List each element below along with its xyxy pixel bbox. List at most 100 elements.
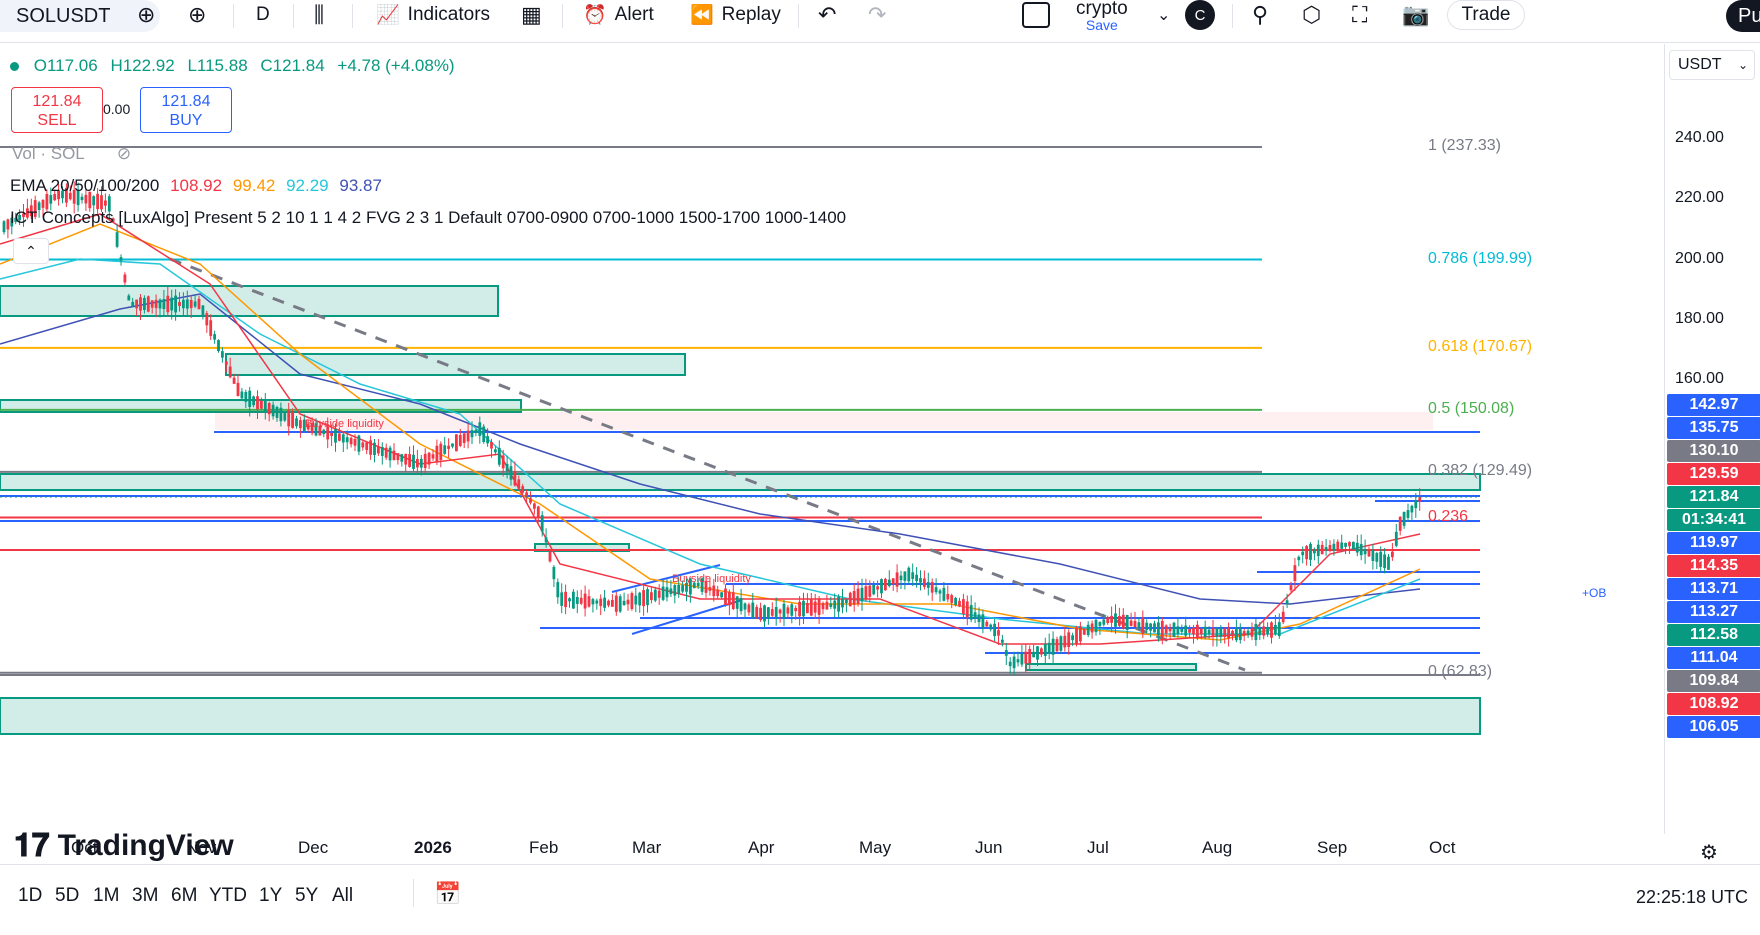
add-symbol-icon[interactable]: ⊕: [188, 2, 207, 27]
ema-50-line: [0, 223, 1421, 641]
publish-button[interactable]: Pu: [1726, 0, 1760, 32]
candle-body: [1098, 621, 1102, 627]
candle-body: [575, 596, 579, 604]
fib-level-label: 1 (237.33): [1428, 137, 1501, 155]
sell-label: SELL: [37, 112, 77, 129]
candle-body: [911, 572, 915, 579]
price-label: 135.75: [1667, 417, 1760, 439]
buyside-liquidity-label: Buyside liquidity: [305, 418, 384, 430]
range-button[interactable]: 3M: [132, 885, 159, 906]
candle-body: [1418, 497, 1422, 502]
range-button[interactable]: 5D: [55, 885, 80, 906]
redo-icon[interactable]: ↷: [868, 2, 887, 27]
price-label: 112.58: [1667, 624, 1760, 646]
ema-100-value: 92.29: [286, 176, 329, 195]
candle-body: [634, 595, 638, 605]
chevron-down-icon: ⌄: [1737, 58, 1748, 72]
range-button[interactable]: 1M: [93, 885, 120, 906]
range-button[interactable]: 1Y: [259, 885, 283, 906]
live-dot-icon: [10, 62, 19, 71]
fib-level-label: 0.236: [1428, 507, 1469, 525]
candle-body: [84, 194, 88, 204]
range-button[interactable]: All: [332, 885, 354, 906]
candle-body: [568, 598, 571, 602]
alert-button[interactable]: ⏰ Alert: [583, 0, 654, 30]
candle-body: [1090, 623, 1094, 633]
ema-legend[interactable]: EMA 20/50/100/200 108.92 99.42 92.29 93.…: [10, 176, 382, 196]
volume-legend: Vol · SOL ⊘: [12, 144, 131, 164]
candle-body: [478, 422, 482, 436]
candle-body: [127, 295, 131, 301]
time-tick: Sep: [1317, 838, 1348, 857]
undo-icon[interactable]: ↶: [818, 2, 837, 27]
candle-body: [501, 455, 505, 469]
date-range-calendar-icon[interactable]: 📅: [434, 881, 462, 906]
range-button[interactable]: 5Y: [295, 885, 319, 906]
candle-body: [1012, 656, 1016, 669]
candle-body: [338, 433, 341, 441]
candle-body: [622, 600, 626, 606]
camera-icon[interactable]: 📷: [1402, 2, 1430, 27]
candle-body: [1001, 639, 1004, 643]
trade-button[interactable]: Trade: [1447, 0, 1525, 30]
candle-body: [1254, 623, 1258, 641]
candle-body: [193, 301, 197, 307]
symbol-search[interactable]: SOLUSDT: [0, 0, 160, 32]
ohlc-close: C121.84: [260, 56, 325, 75]
utc-clock[interactable]: 22:25:18 UTC: [1635, 887, 1748, 907]
chart-pane[interactable]: O117.06 H122.92 L115.88 C121.84 +4.78 (+…: [0, 44, 1664, 863]
replay-button[interactable]: ⏪ Replay: [690, 0, 781, 30]
indicators-button[interactable]: 📈 Indicators: [376, 0, 490, 30]
candle-body: [6, 219, 10, 230]
eye-off-icon[interactable]: ⊘: [116, 144, 132, 163]
layout-name-button[interactable]: crypto Save: [1076, 0, 1128, 33]
candle-body: [611, 599, 614, 607]
indicators-icon: 📈: [376, 5, 400, 26]
candle-body: [587, 596, 591, 607]
candle-body: [552, 566, 556, 580]
candle-body: [845, 599, 848, 603]
candle-body: [1133, 620, 1137, 628]
candle-body: [1176, 626, 1180, 634]
candle-body: [322, 429, 326, 435]
fullscreen-icon[interactable]: ⛶: [1352, 2, 1368, 27]
chevron-down-icon[interactable]: ⌄: [1157, 7, 1171, 24]
sell-button[interactable]: 121.84 SELL: [11, 87, 103, 133]
candle-body: [517, 479, 521, 489]
range-button[interactable]: YTD: [209, 885, 247, 906]
interval-button[interactable]: D: [256, 0, 270, 30]
range-button[interactable]: 1D: [18, 885, 43, 906]
candle-body: [731, 592, 735, 610]
candle-body: [1125, 614, 1129, 630]
ict-legend[interactable]: ICT Concepts [LuxAlgo] Present 5 2 10 1 …: [10, 208, 846, 228]
currency-select[interactable]: USDT ⌄: [1669, 50, 1755, 80]
price-chart[interactable]: [0, 44, 1664, 834]
candle-body: [162, 299, 166, 309]
candle-body: [1215, 628, 1219, 637]
candle-body: [954, 597, 957, 605]
ema-label: EMA 20/50/100/200: [10, 176, 160, 195]
candle-body: [1285, 600, 1289, 605]
candle-body: [1067, 632, 1071, 647]
buy-button[interactable]: 121.84 BUY: [140, 87, 232, 133]
templates-icon[interactable]: ▦: [521, 2, 542, 27]
avatar[interactable]: C: [1185, 0, 1215, 30]
interval-label: D: [256, 4, 270, 25]
candle-body: [946, 593, 950, 600]
axis-settings-gear-icon[interactable]: ⚙: [1700, 842, 1718, 864]
layout-icon[interactable]: [1022, 2, 1050, 28]
top-toolbar: SOLUSDT ⊕ ⊕ D ⫼ 📈 Indicators ▦ ⏰ Alert ⏪ Re…: [0, 0, 1760, 43]
candle-body: [1398, 516, 1402, 531]
settings-gear-icon[interactable]: ⬡: [1302, 2, 1322, 27]
time-tick: Nov: [186, 838, 217, 857]
compare-icon[interactable]: ⊕: [137, 2, 156, 27]
price-axis[interactable]: USDT ⌄ 240.00 220.00 200.00 180.00 160.00 14…: [1664, 44, 1760, 834]
candles-icon[interactable]: ⫼: [314, 2, 325, 27]
price-tick: 240.00: [1675, 129, 1724, 146]
collapse-legend-icon[interactable]: ⌃: [13, 238, 49, 264]
quick-search-icon[interactable]: ⚲: [1252, 2, 1269, 27]
range-button[interactable]: 6M: [171, 885, 198, 906]
ohlc-legend: O117.06 H122.92 L115.88 C121.84 +4.78 (+…: [10, 56, 455, 76]
time-axis[interactable]: Oct Nov Dec 2026 Feb Mar Apr May Jun Jul Aug Sep Oct: [0, 834, 1664, 864]
candle-body: [443, 445, 447, 454]
